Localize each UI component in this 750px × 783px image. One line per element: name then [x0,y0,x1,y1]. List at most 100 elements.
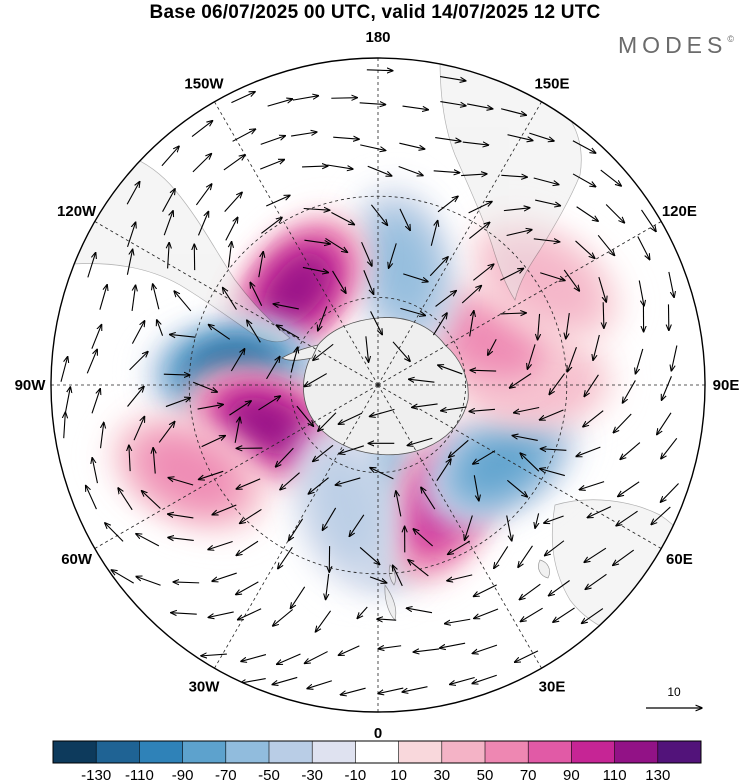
wind-vector [576,446,601,456]
colorbar-swatch [53,741,97,763]
wind-vector [247,320,261,343]
colorbar-swatch [485,741,529,763]
map-disk [51,58,705,712]
wind-vector [593,334,600,360]
wind-vector [349,514,365,537]
wind-vectors [60,70,679,695]
brand-mark: © [727,34,734,44]
wind-vector [584,374,599,397]
wind-vector [519,583,541,599]
wind-vector [533,239,560,242]
wind-vector [129,352,148,371]
longitude-label: 180 [365,29,390,46]
wind-vector [535,199,560,206]
wind-vector [462,142,489,145]
wind-vector [64,412,66,439]
wind-vector [258,252,263,278]
wind-vector [585,573,607,589]
wind-vector [223,155,245,171]
wind-vector [616,510,638,526]
wind-vector [192,381,217,392]
longitude-label: 120W [57,203,97,220]
wind-vector [195,184,211,206]
wind-vector [538,313,540,340]
wind-vector [333,137,359,139]
wind-vector [87,253,96,278]
wind-vector [277,653,301,664]
wind-vector [549,580,570,595]
wind-vector [153,448,155,474]
wind-vector [304,373,327,387]
longitude-label: 60W [61,551,93,568]
wind-vector [315,610,332,632]
colorbar-swatch [657,741,701,763]
colorbar-tick-label: -30 [301,767,323,783]
colorbar-tick-label: -70 [215,767,237,783]
colorbar-tick-label: -90 [172,767,194,783]
wind-vector [168,537,194,540]
colorbar-swatch [398,741,442,763]
wind-vector [506,515,512,541]
wind-vector [212,572,237,581]
wind-vector [613,549,635,565]
wind-vector [468,202,492,214]
wind-vector [208,325,231,340]
colorbar-swatch [528,741,572,763]
wind-vector [377,619,397,620]
wind-vector [408,560,429,577]
wind-vector [126,182,140,205]
wind-vector [99,285,107,310]
wind-vector [566,313,570,339]
wind-vector [515,650,539,662]
wind-vector [231,92,255,104]
wind-vector [366,336,369,362]
wind-vector [661,437,678,459]
wind-vector [509,373,532,388]
wind-vector [229,401,251,416]
colorbar-tick-label: -130 [81,767,111,783]
wind-vector [429,257,448,277]
wind-vector [441,406,467,411]
colorbar-swatch [614,741,658,763]
wind-vector [91,325,102,349]
wind-vector [192,154,212,173]
wind-vector [275,447,294,467]
wind-vector [278,546,293,569]
wind-vector [327,164,353,169]
longitude-label: 90E [713,377,740,394]
colorbar-tick-label: 130 [645,767,670,783]
wind-vector [359,103,386,105]
wind-vector [638,280,644,307]
reference-vector: 10 [646,685,702,708]
wind-vector [260,160,284,170]
meridian-line [214,101,379,386]
wind-vector [461,285,481,304]
colorbar-swatch [312,741,356,763]
longitude-label: 30E [539,678,566,695]
wind-vector [501,108,526,115]
brand-logo: MODES© [618,32,734,59]
wind-vector [272,676,298,684]
colorbar-tick-label: -10 [345,767,367,783]
longitude-label: 0 [374,725,382,742]
colorbar-tick-label: 70 [520,767,537,783]
wind-vector [581,608,604,624]
wind-vector [467,103,493,109]
south-america-landmass [59,147,291,343]
wind-vector [133,416,144,441]
wind-vector [326,573,329,600]
wind-vector [131,321,144,344]
graticule [51,58,705,712]
wind-vector [92,458,98,484]
wind-vector [64,387,70,413]
wind-vector [533,177,559,185]
wind-vector [232,129,256,142]
wind-vector [520,453,540,472]
wind-vector [540,449,567,451]
wind-vector [618,481,640,497]
wind-vector [258,396,280,411]
colorbar-tick-label: 10 [390,767,407,783]
wind-vector [563,269,579,291]
colorbar-swatch [225,741,269,763]
